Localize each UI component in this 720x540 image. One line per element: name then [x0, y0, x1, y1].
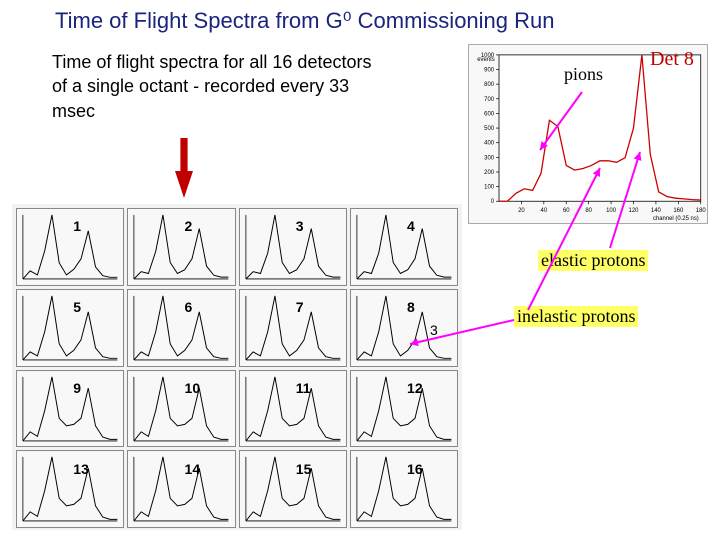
intro-text: Time of flight spectra for all 16 detect… [52, 50, 372, 123]
det8-label: Det 8 [650, 48, 694, 71]
svg-text:800: 800 [484, 82, 495, 88]
svg-text:900: 900 [484, 68, 495, 74]
grid-cell-9: 9 [16, 370, 124, 448]
svg-text:100: 100 [484, 185, 495, 191]
svg-text:events: events [477, 57, 494, 63]
pions-label: pions [564, 64, 603, 85]
svg-text:500: 500 [484, 126, 495, 132]
svg-text:0: 0 [491, 199, 495, 205]
svg-text:80: 80 [585, 208, 592, 214]
grid-cell-12: 12 [350, 370, 458, 448]
grid-cell-15: 15 [239, 450, 347, 528]
svg-text:channel (0.25 ns): channel (0.25 ns) [653, 216, 699, 222]
svg-text:300: 300 [484, 155, 495, 161]
svg-text:100: 100 [606, 208, 617, 214]
grid-cell-11: 11 [239, 370, 347, 448]
grid-cell-6: 6 [127, 289, 235, 367]
grid-cell-14: 14 [127, 450, 235, 528]
grid-cell-1: 1 [16, 208, 124, 286]
elastic-protons-label: elastic protons [538, 250, 648, 271]
grid-cell-4: 4 [350, 208, 458, 286]
spectra-grid: 12345678910111213141516 [12, 204, 462, 530]
svg-text:160: 160 [673, 208, 684, 214]
svg-text:700: 700 [484, 97, 495, 103]
svg-text:400: 400 [484, 141, 495, 147]
svg-text:140: 140 [651, 208, 662, 214]
svg-text:20: 20 [518, 208, 525, 214]
svg-text:60: 60 [563, 208, 570, 214]
slide-title: Time of Flight Spectra from G⁰ Commissio… [55, 8, 555, 34]
inelastic-protons-label: inelastic protons [514, 306, 638, 327]
grid-cell-13: 13 [16, 450, 124, 528]
grid-cell-8: 8 [350, 289, 458, 367]
grid-cell-16: 16 [350, 450, 458, 528]
svg-text:200: 200 [484, 170, 495, 176]
svg-text:120: 120 [629, 208, 640, 214]
grid-cell-5: 5 [16, 289, 124, 367]
grid-cell-7: 7 [239, 289, 347, 367]
svg-text:180: 180 [696, 208, 707, 214]
grid-cell-10: 10 [127, 370, 235, 448]
red-down-arrow [175, 138, 193, 198]
svg-text:600: 600 [484, 111, 495, 117]
grid-cell-2: 2 [127, 208, 235, 286]
svg-text:40: 40 [541, 208, 548, 214]
grid-cell-3: 3 [239, 208, 347, 286]
stray-number-3: 3 [430, 322, 438, 338]
